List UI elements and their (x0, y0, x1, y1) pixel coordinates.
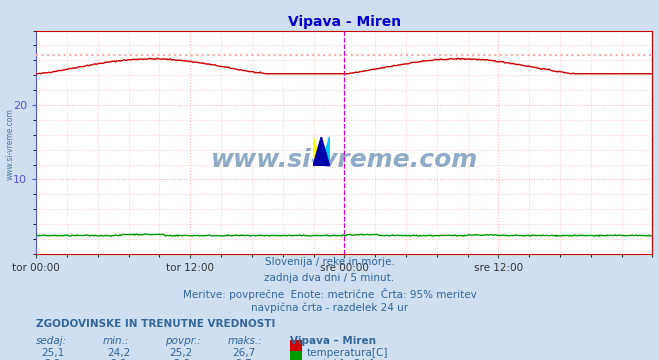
Text: www.si-vreme.com: www.si-vreme.com (211, 148, 478, 172)
Text: 2,3: 2,3 (110, 359, 127, 360)
Text: 2,6: 2,6 (173, 359, 190, 360)
Text: 2,7: 2,7 (235, 359, 252, 360)
Text: pretok[m3/s]: pretok[m3/s] (306, 359, 374, 360)
Text: temperatura[C]: temperatura[C] (306, 348, 388, 358)
Text: navpična črta - razdelek 24 ur: navpična črta - razdelek 24 ur (251, 303, 408, 313)
Text: min.:: min.: (102, 336, 129, 346)
Text: 26,7: 26,7 (232, 348, 256, 358)
Text: Vipava – Miren: Vipava – Miren (290, 336, 376, 346)
Text: 25,2: 25,2 (169, 348, 193, 358)
Text: maks.:: maks.: (227, 336, 262, 346)
Text: 25,1: 25,1 (41, 348, 65, 358)
Text: 2,3: 2,3 (44, 359, 61, 360)
Text: Meritve: povprečne  Enote: metrične  Črta: 95% meritev: Meritve: povprečne Enote: metrične Črta:… (183, 288, 476, 300)
Text: 24,2: 24,2 (107, 348, 130, 358)
Text: ZGODOVINSKE IN TRENUTNE VREDNOSTI: ZGODOVINSKE IN TRENUTNE VREDNOSTI (36, 319, 275, 329)
Text: sedaj:: sedaj: (36, 336, 67, 346)
Text: www.si-vreme.com: www.si-vreme.com (5, 108, 14, 180)
Text: Slovenija / reke in morje.: Slovenija / reke in morje. (264, 257, 395, 267)
Polygon shape (313, 137, 330, 166)
Text: povpr.:: povpr.: (165, 336, 200, 346)
Text: zadnja dva dni / 5 minut.: zadnja dva dni / 5 minut. (264, 273, 395, 283)
Polygon shape (313, 137, 322, 166)
Title: Vipava - Miren: Vipava - Miren (288, 15, 401, 30)
Polygon shape (322, 137, 330, 166)
